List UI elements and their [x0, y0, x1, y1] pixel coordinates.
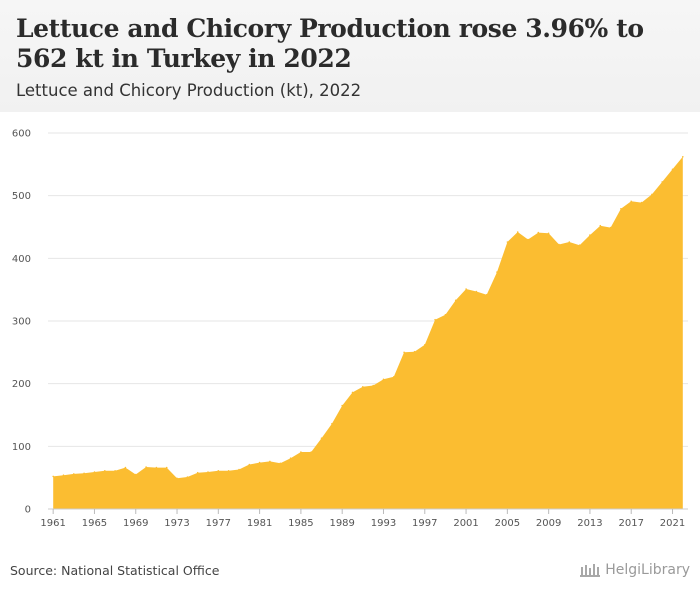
data-point-1969 [134, 473, 137, 476]
data-point-2014 [599, 224, 602, 227]
x-tick-label: 2013 [577, 518, 602, 529]
data-point-1975 [196, 471, 199, 474]
data-point-2018 [640, 201, 643, 204]
data-point-1963 [73, 473, 75, 475]
data-point-1965 [93, 471, 96, 473]
x-tick-label: 1989 [329, 518, 354, 529]
chart-subtitle: Lettuce and Chicory Production (kt), 202… [16, 81, 362, 100]
x-tick-label: 2005 [495, 518, 520, 529]
data-point-1984 [289, 457, 292, 460]
chart-title: Lettuce and Chicory Production rose 3.96… [16, 14, 644, 73]
data-point-1983 [279, 462, 282, 465]
data-point-2006 [516, 231, 519, 233]
data-point-1972 [165, 466, 168, 469]
data-point-1974 [186, 476, 189, 478]
y-tick-label: 200 [12, 379, 31, 390]
data-point-2010 [558, 243, 560, 246]
x-tick-label: 2017 [618, 518, 643, 529]
data-point-1979 [238, 468, 240, 471]
data-point-1995 [403, 351, 405, 354]
production-area [53, 156, 683, 510]
x-tick-label: 2001 [453, 518, 478, 529]
x-tick-label: 1965 [82, 518, 107, 529]
data-point-2001 [465, 288, 467, 290]
data-point-2016 [620, 208, 622, 210]
data-point-2017 [630, 200, 632, 203]
data-point-1971 [155, 466, 158, 469]
data-point-1988 [331, 423, 333, 425]
data-point-1970 [145, 466, 147, 468]
data-point-1964 [83, 472, 85, 475]
data-point-1968 [124, 466, 127, 469]
data-point-2009 [547, 232, 550, 235]
data-point-2008 [537, 231, 540, 234]
data-point-1991 [362, 386, 364, 388]
y-tick-label: 300 [12, 317, 31, 328]
data-point-2003 [485, 293, 488, 296]
x-tick-label: 1997 [412, 518, 437, 529]
data-point-1994 [393, 376, 395, 378]
y-tick-label: 500 [12, 191, 31, 202]
x-tick-label: 1993 [371, 518, 396, 529]
data-point-1989 [341, 404, 344, 407]
y-tick-label: 0 [25, 505, 31, 516]
data-point-1987 [320, 437, 323, 440]
data-point-1985 [300, 451, 302, 453]
data-point-1997 [424, 344, 426, 346]
logo-text: HelgiLibrary [605, 562, 690, 578]
data-point-2020 [661, 181, 663, 183]
data-point-2012 [578, 244, 581, 246]
data-point-2005 [506, 241, 509, 243]
x-tick-label: 1973 [164, 518, 189, 529]
x-tick-label: 1969 [123, 518, 148, 529]
data-point-2011 [568, 241, 571, 243]
data-point-2019 [651, 193, 653, 196]
data-point-1993 [382, 378, 385, 381]
data-point-2000 [454, 299, 457, 302]
data-point-2015 [609, 226, 612, 229]
data-point-1992 [372, 384, 375, 387]
data-point-1976 [207, 471, 209, 473]
x-tick-label: 2009 [536, 518, 561, 529]
data-point-1962 [62, 474, 65, 477]
data-point-2021 [671, 168, 674, 171]
x-tick-label: 1985 [288, 518, 313, 529]
x-tick-label: 1981 [247, 518, 272, 529]
data-point-1982 [269, 460, 271, 463]
data-point-2022 [682, 156, 684, 158]
data-point-2002 [475, 290, 478, 293]
data-point-1967 [114, 470, 116, 472]
data-point-1986 [310, 451, 313, 453]
data-point-1996 [413, 350, 416, 353]
data-point-1990 [351, 391, 354, 394]
x-tick-label: 1961 [40, 518, 65, 529]
y-tick-label: 100 [12, 442, 31, 453]
data-point-2007 [527, 238, 529, 241]
helgilibrary-logo: HelgiLibrary [579, 562, 690, 578]
x-tick-label: 2021 [660, 518, 685, 529]
data-point-1999 [444, 313, 447, 316]
data-point-1998 [434, 318, 436, 321]
data-point-1973 [176, 477, 178, 480]
data-point-2013 [589, 234, 591, 236]
data-point-1980 [248, 463, 251, 466]
library-building-icon [580, 564, 601, 577]
area-chart: 0 100 200 300 400 500 600 1961 1965 1969 1973 1977 1… [12, 129, 688, 529]
y-tick-label: 400 [12, 254, 31, 265]
data-point-2004 [496, 271, 498, 273]
y-tick-label: 600 [12, 129, 31, 140]
data-point-1978 [227, 470, 230, 472]
data-point-1977 [217, 470, 220, 472]
source-note: Source: National Statistical Office [10, 563, 220, 578]
chart-header: Lettuce and Chicory Production rose 3.96… [0, 0, 700, 112]
data-point-1961 [52, 475, 54, 478]
data-point-1966 [104, 470, 106, 472]
data-point-1981 [258, 461, 261, 464]
x-tick-label: 1977 [206, 518, 231, 529]
